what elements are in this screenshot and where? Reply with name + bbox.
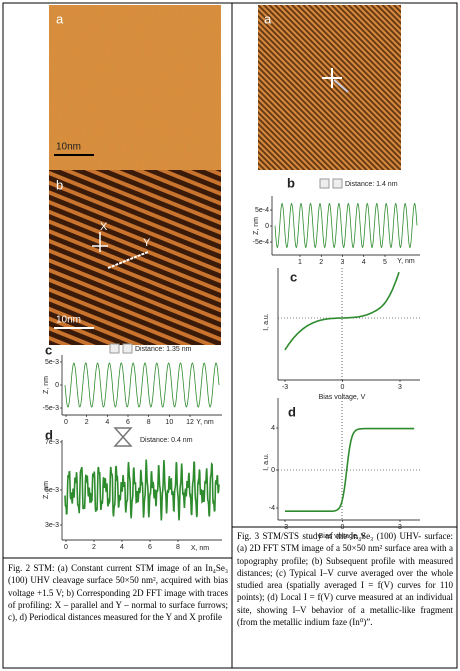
x-tick-label: 4	[120, 544, 124, 551]
x-tick-label: 2	[319, 259, 323, 266]
x-tick-label: 3	[341, 259, 345, 266]
y-tick-label: 4	[271, 425, 275, 432]
x-tick-label: 2	[85, 419, 89, 426]
x-tick-label: 8	[147, 419, 151, 426]
cursor-icon	[332, 178, 343, 189]
x-tick-label: 0	[64, 419, 68, 426]
y-tick-label: -5e-4	[253, 239, 269, 246]
cursor-icon	[122, 343, 133, 354]
curve	[274, 202, 418, 249]
x-tick-label: 3	[398, 524, 402, 531]
x-tick-label: 3	[398, 384, 402, 391]
x-tick-label: 12	[186, 419, 194, 426]
panel-label: a	[56, 11, 64, 26]
panel-label: d	[288, 404, 296, 419]
curve	[284, 271, 400, 351]
caption: Fig. 3 STM/STS study of the In₄Se₃ (100)…	[237, 531, 453, 628]
distance-label: Distance: 1.35 nm	[135, 346, 192, 353]
panel-label: d	[45, 427, 53, 442]
stm-texture	[49, 5, 221, 170]
x-axis-label: X, nm	[191, 545, 209, 552]
y-tick-label: -4	[269, 505, 275, 512]
x-tick-label: 0	[341, 524, 345, 531]
y-tick-label: 7e-3	[45, 439, 59, 446]
panel-label: b	[287, 175, 295, 190]
x-tick-label: 10	[165, 419, 173, 426]
x-axis-label: Bias voltage, V	[319, 394, 366, 401]
x-tick-label: -3	[282, 384, 288, 391]
trace	[107, 251, 149, 269]
x-tick-label: -3	[282, 524, 288, 531]
y-axis-label: I, a.u.	[263, 313, 270, 331]
y-tick-label: 0	[55, 382, 59, 389]
cursor-icon	[113, 427, 133, 447]
x-axis-label: Bias voltage, V	[319, 533, 366, 540]
fft-image	[258, 5, 401, 170]
x-tick-label: 0	[64, 544, 68, 551]
x-tick-label: 4	[362, 259, 366, 266]
x-tick-label: 6	[148, 544, 152, 551]
caption: Fig. 2 STM: (a) Constant current STM ima…	[8, 563, 228, 623]
panel-label: c	[45, 342, 52, 357]
y-axis-label: Z, nm	[43, 481, 50, 499]
y-tick-label: 0	[265, 223, 269, 230]
panel-label: b	[56, 177, 63, 192]
x-tick-label: 0	[341, 384, 345, 391]
x-tick-label: 2	[92, 544, 96, 551]
curve	[64, 362, 220, 408]
y-tick-label: 5e-4	[255, 207, 269, 214]
panel-label: a	[264, 11, 272, 26]
trace-label: X	[100, 221, 108, 233]
distance-label: Distance: 1.4 nm	[345, 181, 398, 188]
cursor-icon	[109, 343, 120, 354]
y-tick-label: 5e-3	[45, 487, 59, 494]
y-axis-label: Z, nm	[43, 376, 50, 394]
y-axis-label: I, a.u.	[263, 453, 270, 471]
x-axis-label: Y, nm	[397, 258, 415, 265]
panel-label: c	[290, 269, 297, 284]
x-tick-label: 1	[298, 259, 302, 266]
x-tick-label: 6	[126, 419, 130, 426]
scale-label: 10nm	[56, 315, 81, 326]
x-tick-label: 5	[383, 259, 387, 266]
y-axis-label: Z, nm	[253, 217, 260, 235]
y-tick-label: -5e-3	[43, 405, 59, 412]
y-tick-label: 0	[271, 467, 275, 474]
y-tick-label: 5e-3	[45, 359, 59, 366]
trace	[333, 79, 349, 93]
x-tick-label: 8	[176, 544, 180, 551]
x-tick-label: 4	[105, 419, 109, 426]
distance-label: Distance: 0.4 nm	[140, 437, 193, 444]
cursor-icon	[319, 178, 330, 189]
curve	[285, 427, 415, 512]
trace-label: Y	[143, 237, 151, 249]
y-tick-label: 3e-3	[45, 522, 59, 529]
curve	[64, 459, 220, 521]
x-axis-label: Y, nm	[196, 419, 214, 426]
scale-label: 10nm	[56, 142, 81, 153]
